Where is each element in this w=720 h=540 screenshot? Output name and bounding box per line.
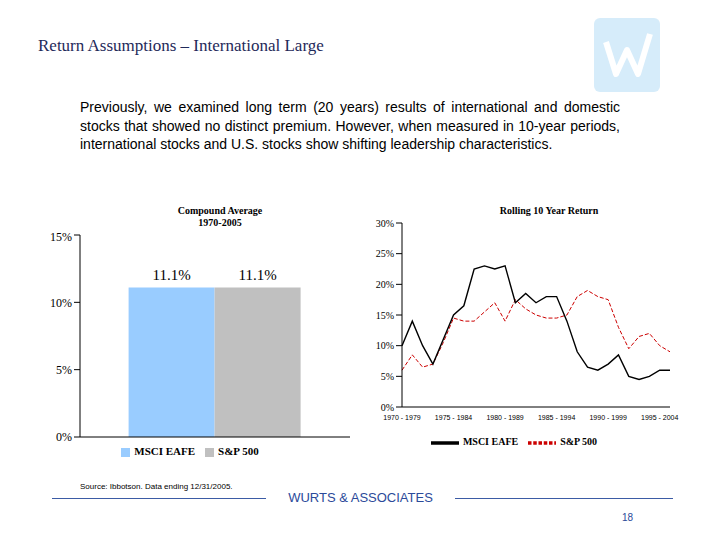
svg-text:1970 - 1979: 1970 - 1979 <box>383 414 420 421</box>
svg-text:25%: 25% <box>376 248 394 259</box>
svg-text:15%: 15% <box>50 230 72 244</box>
html-text:Rolling 10 Year Return: Rolling 10 Year Return <box>499 205 599 216</box>
html-text:1970-2005: 1970-2005 <box>198 217 242 228</box>
html-text:Source: Ibbotson. Data ending: Source: Ibbotson. Data ending 12/31/2005… <box>80 482 233 491</box>
html-text:Compound Average: Compound Average <box>177 205 263 216</box>
svg-text:1995 - 2004: 1995 - 2004 <box>641 414 678 421</box>
html-text:S&P 500: S&P 500 <box>218 445 259 457</box>
svg-text:0%: 0% <box>381 402 394 413</box>
html-text:Previously, we examined long t: Previously, we examined long term (20 ye… <box>80 99 620 152</box>
svg-text:10%: 10% <box>376 340 394 351</box>
svg-text:30%: 30% <box>376 218 394 229</box>
svg-text:20%: 20% <box>376 279 394 290</box>
html-text:Return Assumptions – Internati: Return Assumptions – International Large <box>38 36 324 55</box>
svg-text:5%: 5% <box>381 371 394 382</box>
svg-text:1985 - 1994: 1985 - 1994 <box>538 414 575 421</box>
html-text:S&P 500: S&P 500 <box>560 436 598 448</box>
svg-text:1990 - 1999: 1990 - 1999 <box>589 414 626 421</box>
svg-text:1980 - 1989: 1980 - 1989 <box>486 414 523 421</box>
html-text:WURTS & ASSOCIATES: WURTS & ASSOCIATES <box>288 490 433 505</box>
svg-text:10%: 10% <box>50 296 72 310</box>
svg-text:11.1%: 11.1% <box>152 267 190 283</box>
svg-text:15%: 15% <box>376 310 394 321</box>
html-text:18: 18 <box>622 512 634 523</box>
html-text:MSCI EAFE: MSCI EAFE <box>134 445 196 457</box>
svg-text:5%: 5% <box>56 363 72 377</box>
svg-text:0%: 0% <box>56 430 72 444</box>
svg-text:1975 - 1984: 1975 - 1984 <box>435 414 472 421</box>
html-text:MSCI EAFE: MSCI EAFE <box>462 436 519 448</box>
svg-text:11.1%: 11.1% <box>238 267 276 283</box>
